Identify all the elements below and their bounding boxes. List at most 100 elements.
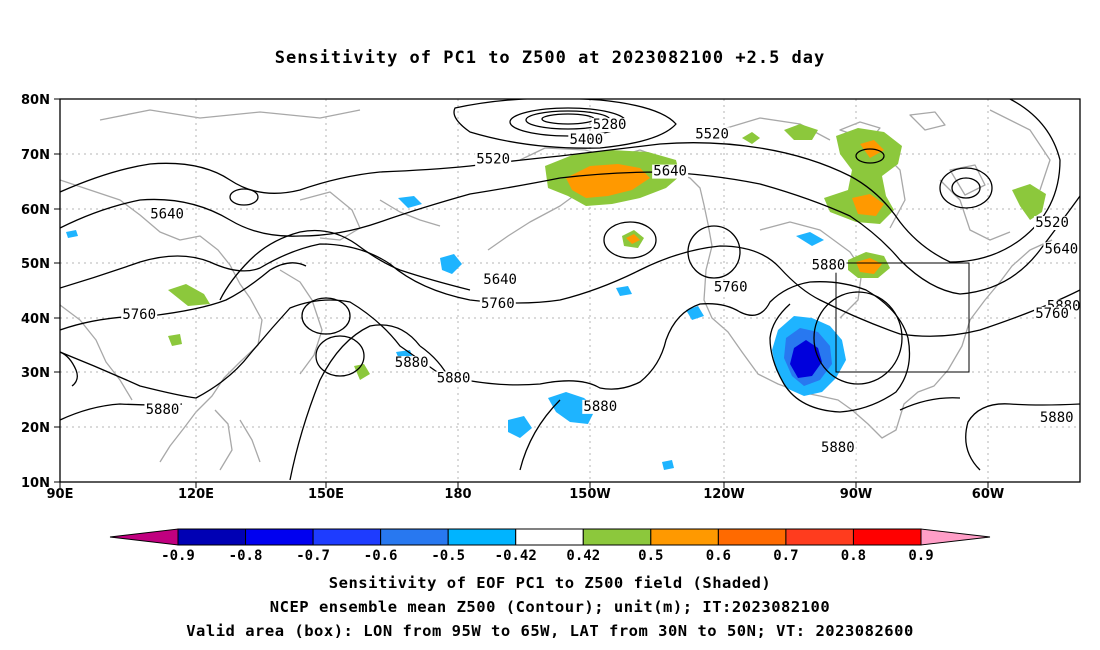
contour-label: 5880 [395,355,429,371]
caption-line-3: Valid area (box): LON from 95W to 65W, L… [186,622,914,640]
contour-label: 5520 [476,152,510,168]
contour-label: 5880 [146,402,180,418]
contour-label-bg [591,118,628,133]
colorbar-swatch [177,528,247,546]
colorbar-swatch [380,528,449,546]
colorbar-under-triangle [109,528,179,546]
contour-label-bg [652,164,689,179]
colorbar-swatch [312,528,382,546]
colorbar-label: 0.42 [566,548,600,564]
contour-label: 5760 [481,296,515,312]
colorbar: -0.9 -0.8 -0.7 -0.6 -0.5 -0.42 0.42 0.5 0.6 0.7 0.… [109,528,991,564]
contour-label: 5280 [593,117,627,133]
contour-label-bg [694,127,731,142]
shade-neg-light [796,232,824,246]
coastlines [60,109,1053,471]
contour-label: 5640 [653,164,687,180]
colorbar-swatch [717,528,787,546]
shade-neg-light [66,230,78,238]
shade-neg-light [616,286,632,296]
contour-label: 5880 [583,399,617,415]
contour-label-bg [568,132,605,147]
caption-line-1: Sensitivity of EOF PC1 to Z500 field (Sh… [328,574,772,592]
contour-label: 5760 [122,307,156,323]
colorbar-label: 0.5 [638,548,663,564]
shade-pos-light [784,124,818,140]
shade-neg-light [686,306,704,320]
lat-label: 70N [21,148,50,163]
shade-neg-light [440,254,462,274]
shade-neg-light [662,460,674,470]
colorbar-label: -0.8 [229,548,263,564]
shade-pos-mid [856,258,882,274]
contour-label: 5880 [437,370,471,386]
colorbar-swatch [650,528,719,546]
contour-label-bg [1043,242,1080,257]
colorbar-swatch [447,528,517,546]
contour-label: 5640 [483,272,517,288]
colorbar-label: -0.7 [296,548,330,564]
caption-line-2: NCEP ensemble mean Z500 (Contour); unit(… [269,598,831,616]
contour-label: 5400 [569,132,603,148]
lon-label: 120E [178,487,214,502]
contour-label-bg [582,399,619,414]
shade-pos-mid [626,234,640,244]
colorbar-label: -0.5 [431,548,465,564]
colorbar-swatch [852,528,922,546]
shade-pos-light [1012,184,1046,220]
contour-label: 5640 [150,206,184,222]
shade-neg-light [398,196,422,208]
colorbar-swatch [582,528,652,546]
shade-pos-light [168,284,210,306]
lon-label: 180 [444,487,471,502]
contour-label-bg [482,272,519,287]
contour-label: 5520 [1035,215,1069,231]
contour-label-bg [1034,306,1071,321]
colorbar-label: -0.6 [364,548,398,564]
contour-label-bg [121,307,158,322]
colorbar-label: -0.9 [161,548,195,564]
contour-label-bg [435,371,472,386]
contour-label: 5760 [714,280,748,296]
colorbar-label: 0.8 [841,548,866,564]
colorbar-swatch [515,528,584,546]
contour-label: 5520 [695,126,729,142]
shade-pos-light [168,334,182,346]
colorbar-label: 0.9 [908,548,933,564]
colorbar-label: 0.7 [773,548,798,564]
colorbar-over-triangle [920,528,991,546]
contour-label-bg [144,403,181,418]
lon-label: 90W [840,487,872,502]
lat-label: 20N [21,421,50,436]
contour-label-bg [819,440,856,455]
contour-label-bg [1038,410,1075,425]
contour-label-bg [479,297,516,312]
shade-neg-light [508,416,532,438]
lat-label: 10N [21,476,50,491]
contour-label-bg [712,280,749,295]
lat-label: 50N [21,257,50,272]
lat-label: 40N [21,312,50,327]
shade-pos-mid [852,194,884,216]
lon-label: 90E [47,487,74,502]
longitude-labels: 90E 120E 150E 180 150W 120W 90W 60W [47,487,1005,502]
contour-label: 5760 [1035,306,1069,322]
axis-ticks [54,98,989,488]
colorbar-label: -0.42 [495,548,537,564]
contour-label-bg [1034,216,1071,231]
contour-label-bg [149,207,186,222]
lon-label: 150W [569,487,610,502]
contour-label: 5640 [1045,241,1079,257]
chart-title: Sensitivity of PC1 to Z500 at 2023082100… [274,48,826,68]
shade-neg-dark [790,340,822,378]
lon-label: 150E [308,487,344,502]
colorbar-swatch [785,528,854,546]
shade-pos-light [742,132,760,144]
lat-label: 60N [21,203,50,218]
colorbar-label: 0.6 [706,548,731,564]
valid-area-box [835,262,970,373]
lat-label: 80N [21,93,50,108]
contour-label-bg [810,258,847,273]
map-frame [59,98,1081,483]
